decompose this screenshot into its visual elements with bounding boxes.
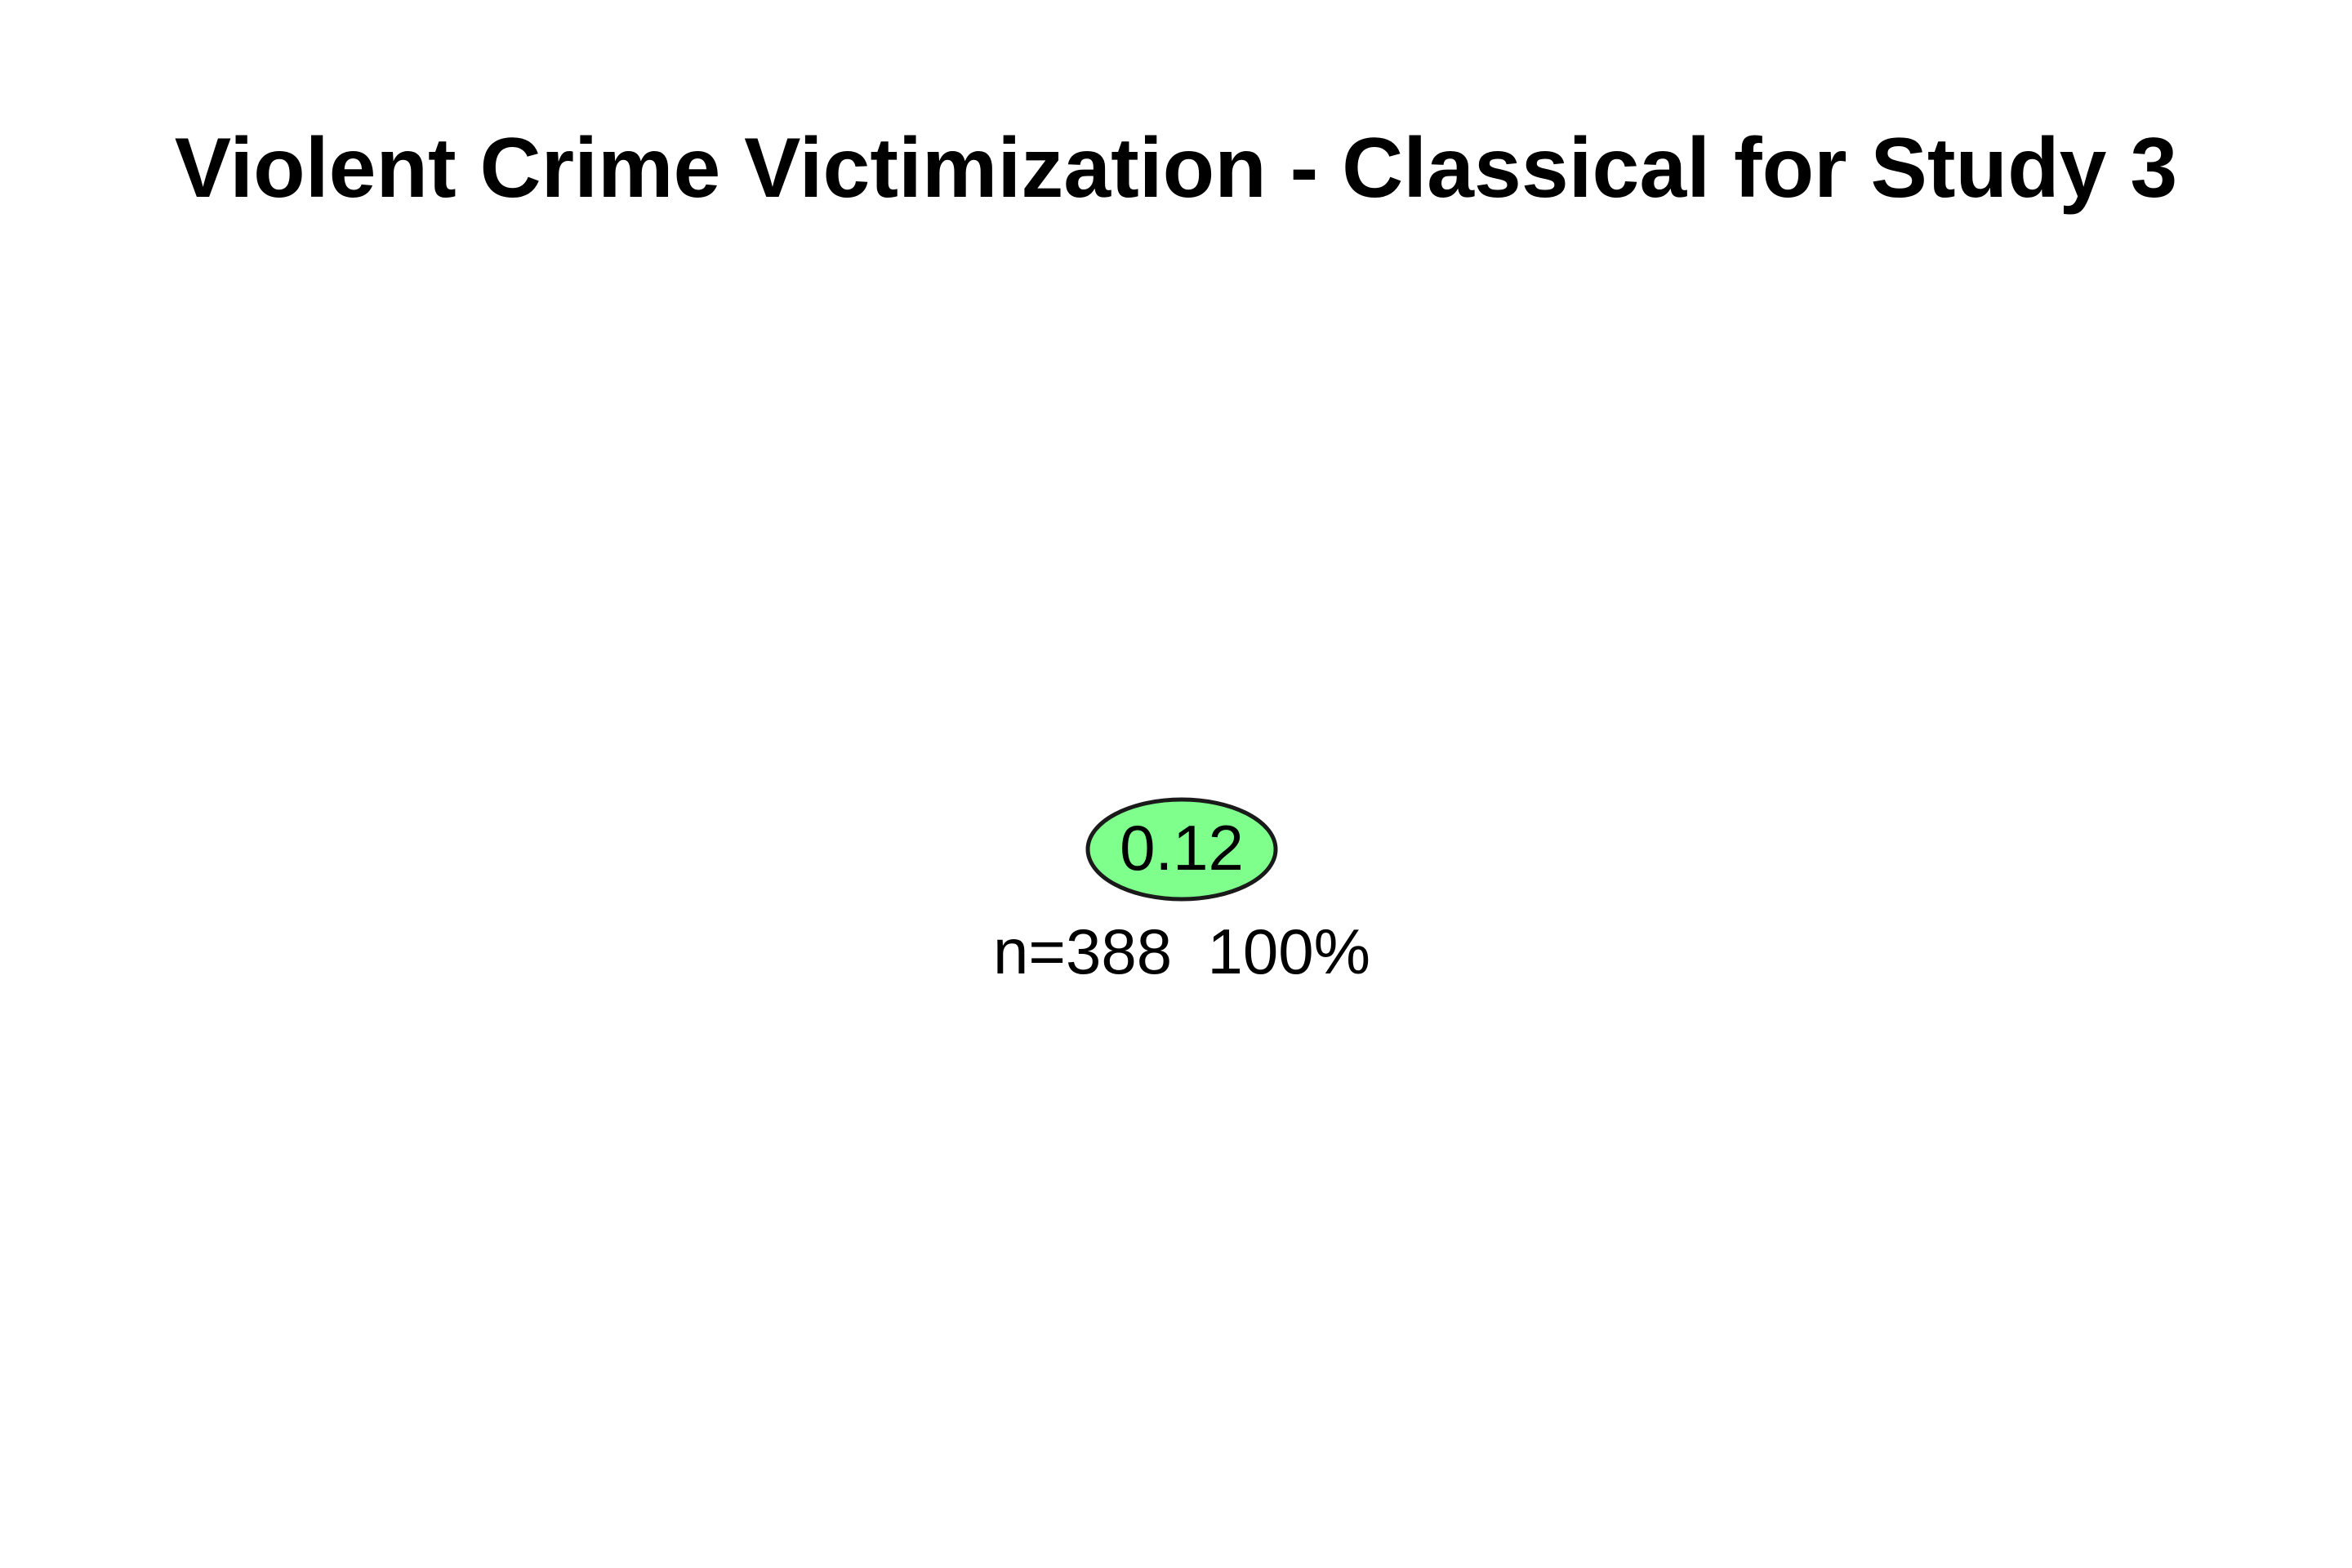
node-ellipse: [1085, 797, 1278, 902]
chart-title: Violent Crime Victimization - Classical …: [174, 121, 2178, 216]
node-info-label: n=388 100%: [993, 915, 1370, 987]
tree-node-root: 0.12 n=388 100%: [993, 797, 1370, 987]
node-value-label: 0.12: [1120, 812, 1244, 884]
